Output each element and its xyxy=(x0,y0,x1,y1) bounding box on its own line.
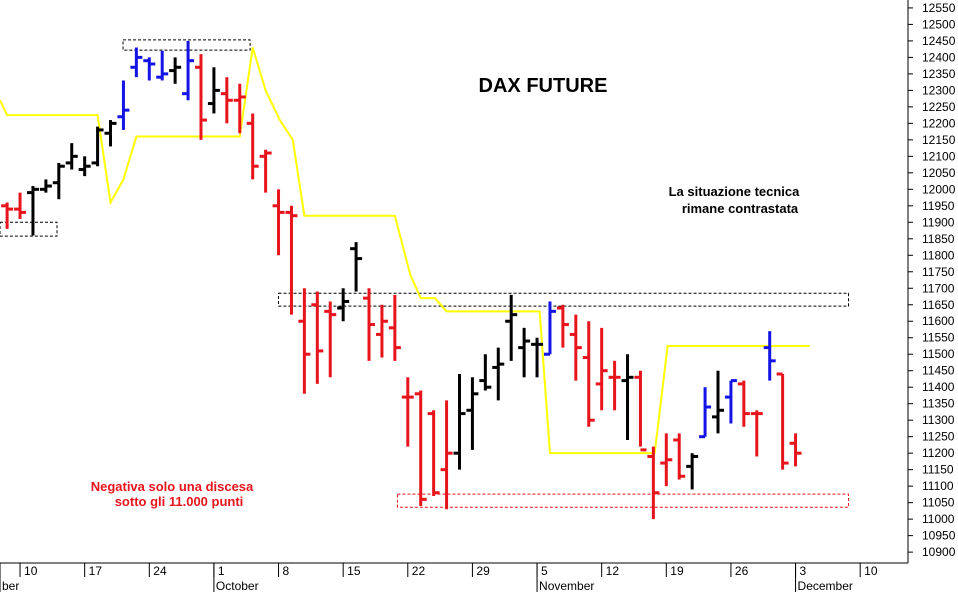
x-tick-label: 10 xyxy=(24,564,38,578)
y-tick-label: 10900 xyxy=(922,545,956,559)
x-tick-label: 1 xyxy=(218,564,225,578)
y-tick-label: 12400 xyxy=(922,50,956,64)
zone-box xyxy=(396,493,850,508)
month-label: November xyxy=(539,579,594,592)
y-tick-label: 12100 xyxy=(922,149,956,163)
line-series xyxy=(0,47,810,455)
y-tick-label: 11900 xyxy=(922,215,955,229)
y-tick-label: 11000 xyxy=(922,512,955,526)
y-tick-label: 12450 xyxy=(922,34,956,48)
y-tick-label: 12350 xyxy=(922,67,956,81)
x-tick-label: 15 xyxy=(347,564,361,578)
month-label: December xyxy=(798,579,853,592)
y-tick-label: 11550 xyxy=(922,331,955,345)
y-tick-label: 11800 xyxy=(922,248,955,262)
x-tick-label: 8 xyxy=(283,564,290,578)
x-tick-label: 5 xyxy=(541,564,548,578)
month-label: October xyxy=(216,579,259,592)
annotation: rimane contrastata xyxy=(682,201,799,216)
y-tick-label: 11050 xyxy=(922,496,955,510)
y-tick-label: 11950 xyxy=(922,199,955,213)
y-tick-label: 12000 xyxy=(922,182,956,196)
x-tick-label: 3 xyxy=(800,564,807,578)
y-tick-label: 11600 xyxy=(922,314,955,328)
y-tick-label: 11250 xyxy=(922,430,955,444)
month-label: ber xyxy=(2,579,19,592)
y-tick-label: 11450 xyxy=(922,364,955,378)
x-tick-label: 29 xyxy=(476,564,490,578)
y-tick-label: 12500 xyxy=(922,17,956,31)
y-tick-label: 11700 xyxy=(922,281,955,295)
x-tick-label: 24 xyxy=(153,564,167,578)
y-tick-label: 12200 xyxy=(922,116,956,130)
chart-title: DAX FUTURE xyxy=(479,75,608,97)
y-tick-label: 12300 xyxy=(922,83,956,97)
y-tick-label: 11200 xyxy=(922,446,955,460)
y-tick-label: 11850 xyxy=(922,232,955,246)
annotation: La situazione tecnica xyxy=(669,184,801,199)
x-tick-label: 12 xyxy=(606,564,620,578)
y-tick-label: 11750 xyxy=(922,265,955,279)
y-tick-label: 11400 xyxy=(922,380,955,394)
y-tick-label: 11350 xyxy=(922,397,955,411)
y-tick-label: 12150 xyxy=(922,133,956,147)
y-tick-label: 12050 xyxy=(922,166,956,180)
y-tick-label: 12250 xyxy=(922,100,956,114)
x-tick-label: 17 xyxy=(89,564,103,578)
y-tick-label: 11500 xyxy=(922,347,955,361)
y-tick-label: 10950 xyxy=(922,529,956,543)
x-tick-label: 26 xyxy=(735,564,749,578)
y-tick-label: 11100 xyxy=(922,479,954,493)
annotation: sotto gli 11.000 punti xyxy=(115,494,244,509)
y-tick-label: 12550 xyxy=(922,1,956,15)
annotation: Negativa solo una discesa xyxy=(91,479,254,494)
y-tick-label: 11300 xyxy=(922,413,955,427)
y-tick-label: 11150 xyxy=(922,463,954,477)
x-tick-label: 22 xyxy=(412,564,426,578)
y-tick-label: 11650 xyxy=(922,298,955,312)
x-tick-label: 19 xyxy=(670,564,684,578)
x-tick-label: 10 xyxy=(864,564,878,578)
